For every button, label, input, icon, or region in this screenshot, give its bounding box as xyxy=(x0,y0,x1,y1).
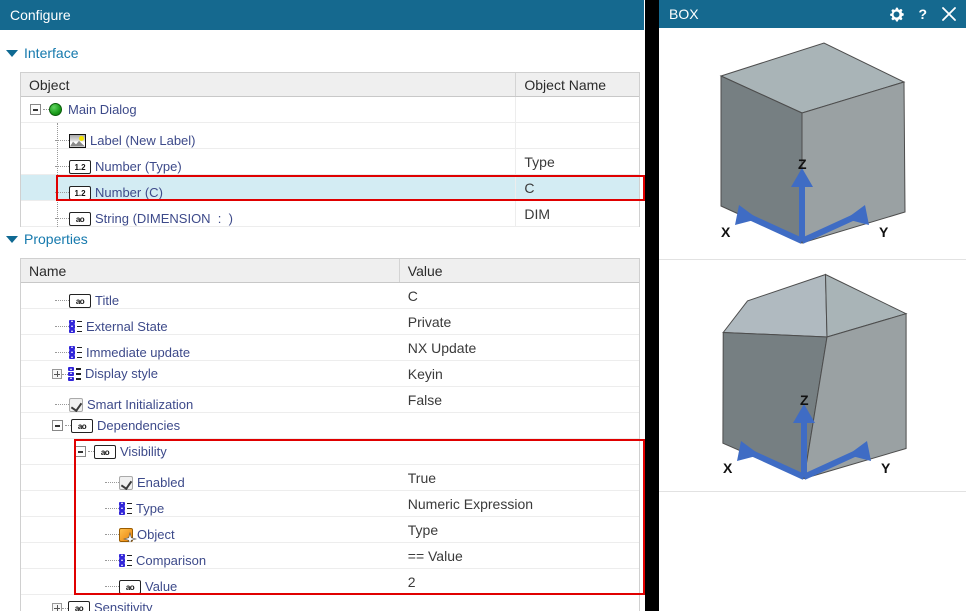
svg-text:?: ? xyxy=(919,6,928,22)
